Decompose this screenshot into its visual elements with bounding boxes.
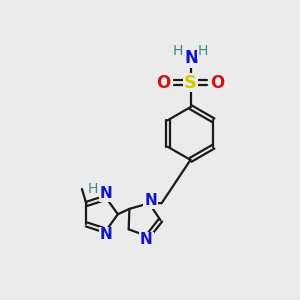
Text: N: N — [140, 232, 153, 247]
Text: O: O — [156, 74, 171, 92]
Text: H: H — [198, 44, 208, 58]
Text: N: N — [144, 193, 157, 208]
Text: H: H — [173, 44, 183, 58]
Text: N: N — [184, 50, 198, 68]
Text: S: S — [184, 74, 197, 92]
Text: H: H — [88, 182, 98, 196]
Text: N: N — [100, 227, 112, 242]
Text: O: O — [210, 74, 225, 92]
Text: N: N — [100, 186, 112, 201]
